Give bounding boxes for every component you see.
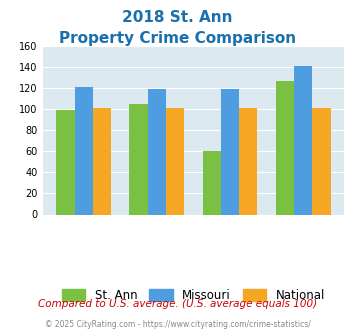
Bar [93,108,111,214]
Bar [239,108,257,214]
Bar [75,87,93,214]
Bar [203,151,221,214]
Text: © 2025 CityRating.com - https://www.cityrating.com/crime-statistics/: © 2025 CityRating.com - https://www.city… [45,320,310,329]
Bar [148,89,166,214]
Text: Property Crime Comparison: Property Crime Comparison [59,31,296,46]
Bar [276,81,294,214]
Bar [56,110,75,214]
Text: 2018 St. Ann: 2018 St. Ann [122,10,233,25]
Bar [294,66,312,214]
Bar [312,108,331,214]
Bar [221,89,239,214]
Text: Compared to U.S. average. (U.S. average equals 100): Compared to U.S. average. (U.S. average … [38,299,317,309]
Legend: St. Ann, Missouri, National: St. Ann, Missouri, National [57,284,330,307]
Bar [130,104,148,214]
Bar [166,108,184,214]
